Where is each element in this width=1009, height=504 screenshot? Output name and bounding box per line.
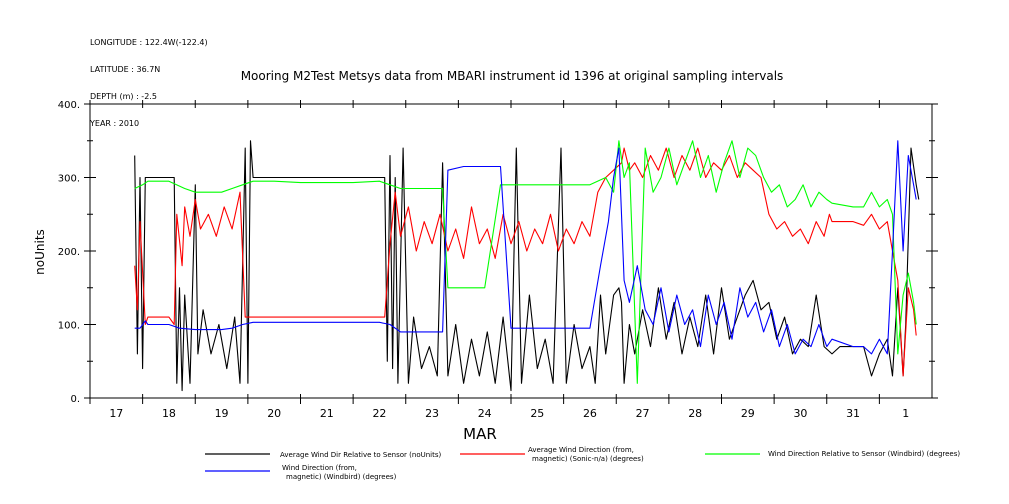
x-tick-label: 20 [267, 407, 281, 420]
x-axis: 17 18 19 20 21 22 23 24 25 26 27 28 29 30 31 1 [89, 100, 909, 420]
y-tick-label: 400. [58, 100, 80, 111]
legend-label-3: Wind Direction Relative to Sensor (Windb… [768, 450, 960, 458]
legend-label-4: magnetic) (Windbird) (degrees) [286, 473, 397, 481]
x-tick-label: 24 [478, 407, 492, 420]
plot-frame [89, 103, 933, 399]
x-tick-label: 30 [793, 407, 807, 420]
x-tick-label: 23 [425, 407, 439, 420]
depth-text: DEPTH (m) : -2.5 [90, 92, 157, 101]
legend: Average Wind Dir Relative to Sensor (noU… [205, 446, 960, 481]
x-tick-label: 22 [372, 407, 386, 420]
chart-title: Mooring M2Test Metsys data from MBARI in… [241, 69, 784, 83]
series-line-2 [134, 147, 917, 377]
x-tick-label: 21 [320, 407, 334, 420]
x-tick-label: 25 [530, 407, 544, 420]
x-axis-label: MAR [463, 425, 497, 443]
x-tick-label: 27 [636, 407, 650, 420]
plot-border [89, 103, 933, 399]
legend-label-2: magnetic) (Sonic-n/a) (degrees) [532, 455, 644, 463]
y-axis: 0. 100. 200. 300. 400. [58, 100, 938, 405]
legend-label-1: Average Wind Dir Relative to Sensor (noU… [280, 451, 441, 459]
series-layer [134, 140, 920, 392]
y-tick-label: 0. [70, 394, 80, 405]
latitude-text: LATITUDE : 36.7N [90, 65, 161, 74]
legend-label-2: Average Wind Direction (from, [528, 446, 634, 454]
y-tick-label: 200. [58, 247, 80, 258]
x-tick-label: 29 [741, 407, 755, 420]
year-text: YEAR : 2010 [90, 119, 140, 128]
series-line-1 [134, 140, 920, 392]
y-tick-label: 300. [58, 174, 80, 185]
x-tick-label: 28 [688, 407, 702, 420]
legend-label-4: Wind Direction (from, [282, 464, 357, 472]
x-tick-label: 26 [583, 407, 597, 420]
x-tick-label: 1 [902, 407, 909, 420]
series-line-4 [134, 140, 917, 355]
longitude-text: LONGITUDE : 122.4W(-122.4) [90, 38, 208, 47]
y-tick-label: 100. [58, 321, 80, 332]
x-tick-label: 19 [215, 407, 229, 420]
x-tick-label: 18 [162, 407, 176, 420]
metadata-block: LONGITUDE : 122.4W(-122.4) LATITUDE : 36… [90, 20, 208, 137]
y-axis-label: noUnits [33, 229, 47, 275]
x-tick-label: 17 [109, 407, 123, 420]
x-tick-label: 31 [846, 407, 860, 420]
series-line-3 [134, 140, 917, 384]
